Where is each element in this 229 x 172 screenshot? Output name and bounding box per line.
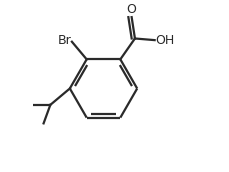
Text: O: O xyxy=(126,3,136,16)
Text: OH: OH xyxy=(155,34,174,47)
Text: Br: Br xyxy=(57,34,71,47)
